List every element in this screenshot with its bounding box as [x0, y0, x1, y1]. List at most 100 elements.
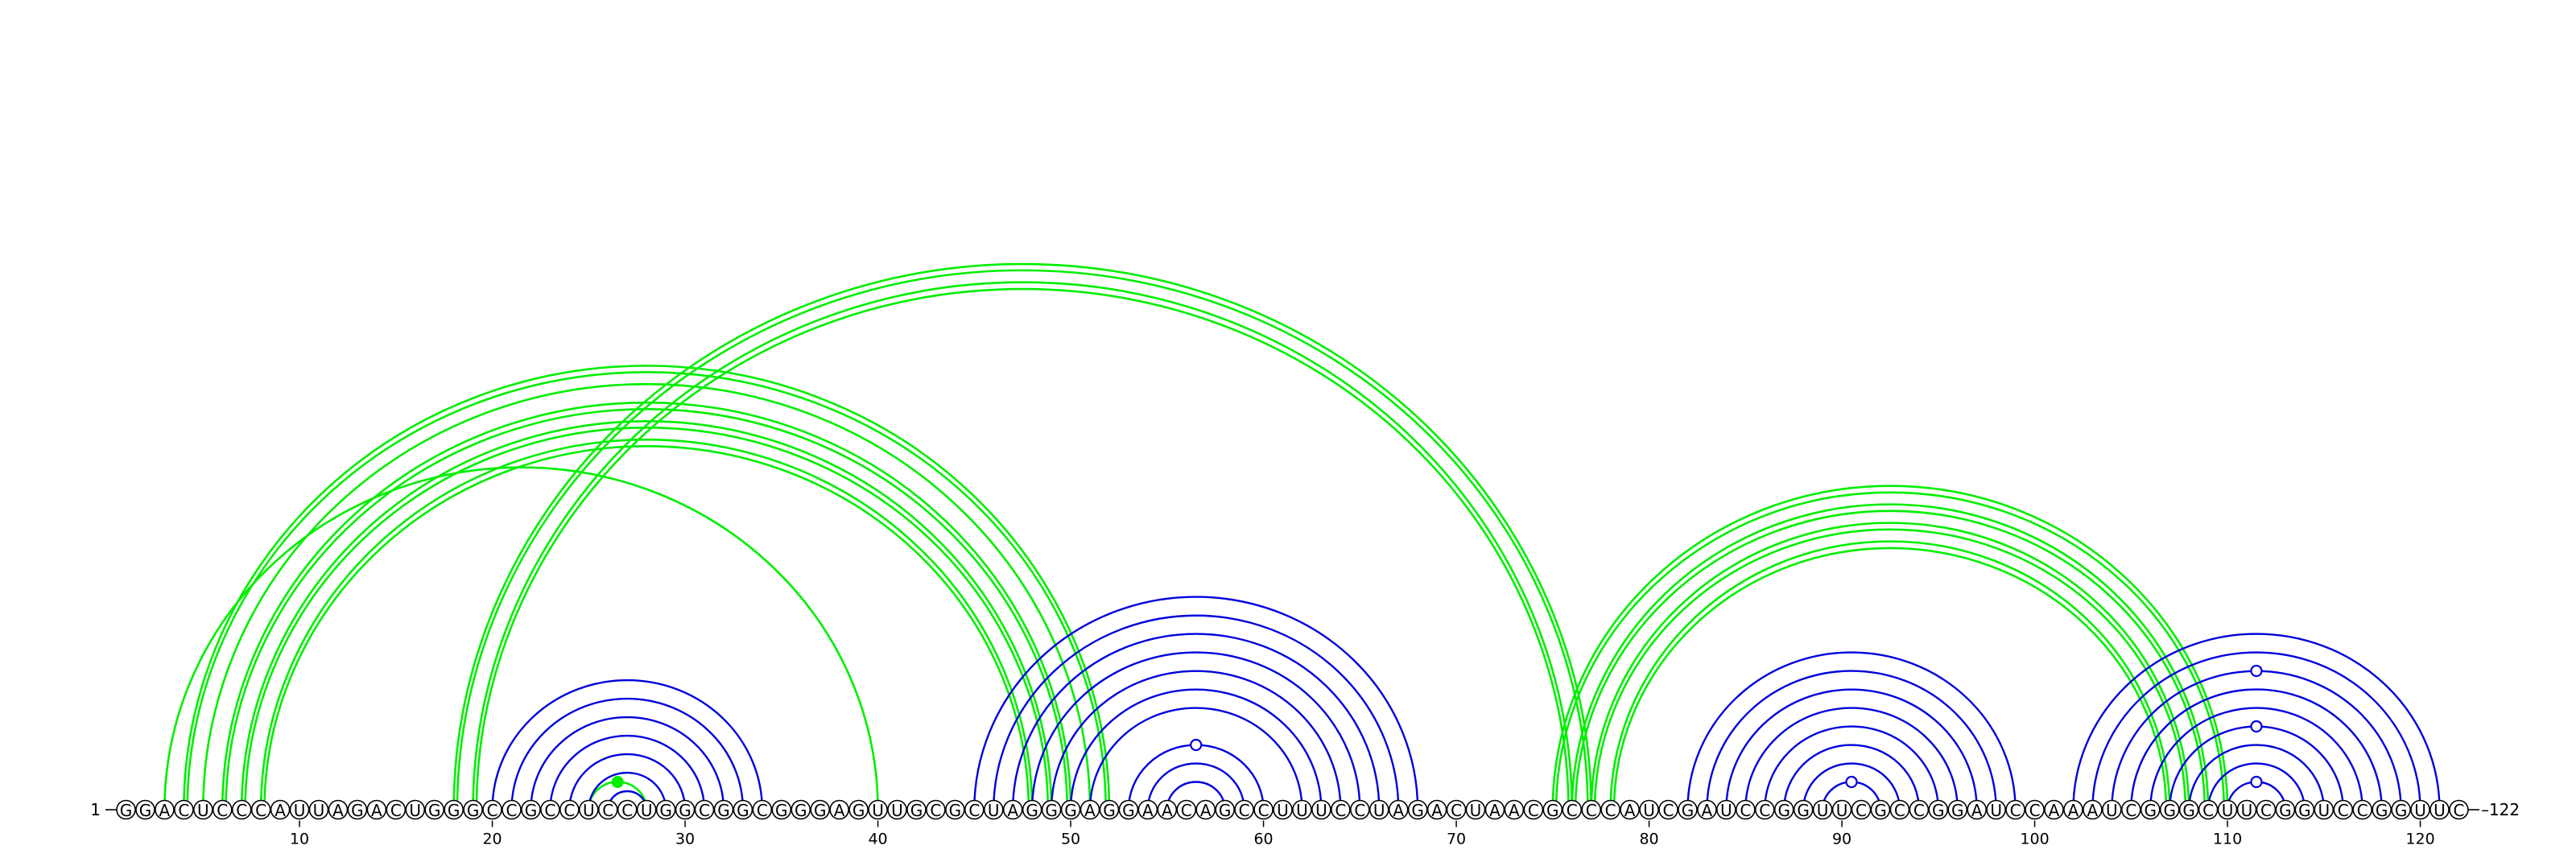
- nucleotide-47: A: [1002, 799, 1023, 820]
- nucleotide-letter: U: [1817, 801, 1829, 820]
- nucleotide-79: A: [1620, 799, 1640, 820]
- nucleotide-100: C: [2025, 799, 2045, 820]
- blue-arc-102-121: [2072, 633, 2441, 811]
- nucleotide-letter: A: [1200, 801, 1212, 820]
- nucleotide-circle: [1041, 799, 1062, 820]
- nucleotide-letter: C: [602, 801, 613, 820]
- nucleotide-circle: [1678, 799, 1698, 820]
- nucleotide-letter: A: [1489, 801, 1501, 820]
- nucleotide-80: U: [1639, 799, 1659, 820]
- nucleotide-circle: [174, 799, 194, 820]
- nucleotide-13: G: [347, 799, 368, 820]
- nucleotide-circle: [906, 799, 927, 820]
- nucleotide-58: G: [1215, 799, 1235, 820]
- green-arc-5-51: [202, 382, 1092, 811]
- nucleotide-letter: C: [506, 801, 518, 820]
- nucleotide-77: C: [1581, 799, 1601, 820]
- nucleotide-102: A: [2063, 799, 2083, 820]
- blue-arc-103-120: [2091, 651, 2421, 811]
- nucleotide-88: G: [1793, 799, 1814, 820]
- nucleotide-28: U: [636, 799, 657, 820]
- nucleotide-letter: A: [1084, 801, 1096, 820]
- nucleotide-letter: C: [2029, 801, 2041, 820]
- nucleotide-5: U: [193, 799, 213, 820]
- blue-arc-50-63: [1069, 688, 1323, 811]
- blue-arc-104-119: [2111, 670, 2402, 811]
- blue-arc-48-65: [1030, 651, 1361, 811]
- nucleotide-circle: [1793, 799, 1814, 820]
- nucleotide-62: U: [1292, 799, 1312, 820]
- nucleotide-letter: C: [544, 801, 555, 820]
- nucleotide-105: C: [2121, 799, 2141, 820]
- green-arc-8-48: [259, 438, 1034, 811]
- nucleotide-111: U: [2236, 799, 2257, 820]
- nucleotide-letter: C: [930, 801, 941, 820]
- nucleotide-letter: U: [313, 801, 325, 820]
- nucleotide-18: G: [444, 799, 464, 820]
- nucleotide-circle: [1350, 799, 1370, 820]
- nucleotide-95: G: [1928, 799, 1949, 820]
- nucleotide-circle: [2121, 799, 2141, 820]
- nucleotide-circle: [1273, 799, 1293, 820]
- nucleotide-letter: G: [2376, 801, 2388, 820]
- nucleotide-circle: [945, 799, 965, 820]
- nucleotide-84: U: [1716, 799, 1736, 820]
- nucleotide-circle: [1002, 799, 1023, 820]
- nucleotide-letter: U: [1990, 801, 2002, 820]
- nucleotide-letter: G: [659, 801, 672, 820]
- blue-arc-25-29: [588, 771, 667, 811]
- nucleotide-12: A: [328, 799, 349, 820]
- nucleotide-8: C: [250, 799, 271, 820]
- nucleotide-letter: U: [641, 801, 653, 820]
- open-circle-marker: [2250, 720, 2263, 733]
- nucleotide-circle: [1118, 799, 1139, 820]
- nucleotide-letter: G: [139, 801, 152, 820]
- nucleotide-94: C: [1909, 799, 1930, 820]
- nucleotide-37: G: [810, 799, 831, 820]
- blue-arc-106-117: [2149, 707, 2363, 811]
- tick-label-50: 50: [1061, 831, 1080, 848]
- nucleotide-87: G: [1773, 799, 1794, 820]
- green-arc-4-52: [183, 364, 1111, 811]
- nucleotide-40: U: [868, 799, 888, 820]
- nucleotide-letter: A: [1007, 801, 1018, 820]
- nucleotide-circle: [289, 799, 310, 820]
- nucleotide-34: C: [752, 799, 773, 820]
- nucleotide-110: U: [2217, 799, 2238, 820]
- nucleotide-circle: [559, 799, 580, 820]
- nucleotide-39: G: [848, 799, 869, 820]
- nucleotide-letter: G: [1951, 801, 1964, 820]
- nucleotide-24: C: [559, 799, 580, 820]
- nucleotide-49: G: [1041, 799, 1062, 820]
- blue-arc-45-68: [973, 596, 1419, 811]
- nucleotide-circle: [1195, 799, 1216, 820]
- nucleotide-circle: [1504, 799, 1525, 820]
- nucleotide-letter: U: [2106, 801, 2118, 820]
- nucleotide-letter: U: [1643, 801, 1655, 820]
- nucleotide-letter: U: [988, 801, 1000, 820]
- nucleotide-letter: A: [2087, 801, 2099, 820]
- nucleotide-letter: G: [2279, 801, 2292, 820]
- green-arc-77-108: [1590, 522, 2190, 811]
- nucleotide-83: A: [1697, 799, 1717, 820]
- nucleotide-letter: G: [2182, 801, 2195, 820]
- nucleotide-letter: U: [1836, 801, 1848, 820]
- nucleotide-circle: [2314, 799, 2334, 820]
- blue-arc-87-94: [1783, 744, 1921, 811]
- blue-arc-22-32: [530, 716, 725, 811]
- nucleotide-letter: G: [2145, 801, 2157, 820]
- nucleotide-35: G: [771, 799, 792, 820]
- nucleotide-33: G: [733, 799, 753, 820]
- nucleotide-circle: [2391, 799, 2411, 820]
- nucleotide-70: C: [1446, 799, 1467, 820]
- nucleotide-letter: U: [1720, 801, 1732, 820]
- nucleotide-letter: C: [621, 801, 633, 820]
- nucleotide-circle: [2294, 799, 2315, 820]
- nucleotide-59: C: [1234, 799, 1254, 820]
- nucleotide-38: A: [829, 799, 849, 820]
- nucleotide-60: C: [1253, 799, 1274, 820]
- nucleotide-circle: [1022, 799, 1042, 820]
- nucleotide-letter: C: [390, 801, 402, 820]
- tick-label-30: 30: [675, 831, 695, 848]
